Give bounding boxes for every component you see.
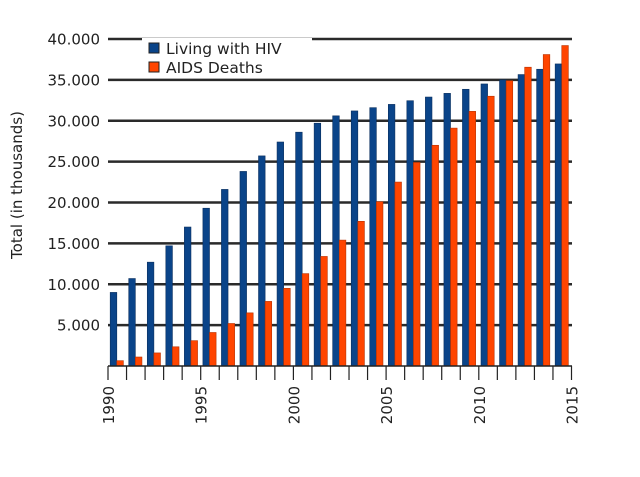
bar-aids-deaths-2000 xyxy=(301,273,310,367)
bar-aids-deaths-1996 xyxy=(227,323,235,367)
bar-aids-deaths-2002 xyxy=(338,239,347,367)
bar-aids-deaths-1994 xyxy=(190,340,198,367)
bar-aids-deaths-1997 xyxy=(246,312,254,367)
legend-swatch-aids-deaths xyxy=(148,61,160,73)
y-tick-label: 5.000 xyxy=(57,317,100,335)
y-tick-label: 35.000 xyxy=(48,71,101,89)
legend-background xyxy=(142,38,312,76)
bar-aids-deaths-2007 xyxy=(431,144,439,367)
y-tick-label: 10.000 xyxy=(48,276,101,294)
bar-living-with-hiv-1993 xyxy=(165,245,173,367)
bar-living-with-hiv-2006 xyxy=(406,100,414,367)
bar-living-with-hiv-1991 xyxy=(128,278,136,367)
bar-aids-deaths-2003 xyxy=(357,221,365,367)
bar-aids-deaths-2001 xyxy=(320,256,328,367)
bar-living-with-hiv-1995 xyxy=(202,207,210,367)
legend-swatch-living-with-hiv xyxy=(148,42,160,54)
x-tick-label: 1990 xyxy=(100,386,118,424)
bar-living-with-hiv-2009 xyxy=(462,88,470,367)
bar-aids-deaths-2004 xyxy=(376,201,384,367)
bar-living-with-hiv-1997 xyxy=(239,171,247,367)
bar-aids-deaths-1992 xyxy=(153,352,161,367)
bar-living-with-hiv-2005 xyxy=(387,104,396,367)
bar-aids-deaths-1999 xyxy=(283,288,291,367)
y-tick-label: 20.000 xyxy=(48,194,101,212)
bar-living-with-hiv-1992 xyxy=(146,261,155,367)
y-tick-label: 15.000 xyxy=(48,235,101,253)
x-tick-label: 2015 xyxy=(564,386,582,424)
bar-living-with-hiv-2013 xyxy=(536,68,544,367)
y-tick-label: 40.000 xyxy=(48,31,101,49)
bar-living-with-hiv-1990 xyxy=(109,292,118,367)
legend-label-living-with-hiv: Living with HIV xyxy=(166,40,282,58)
y-axis-title: Total (in thousands) xyxy=(8,111,26,260)
bar-living-with-hiv-2012 xyxy=(517,74,525,367)
bar-aids-deaths-2012 xyxy=(524,66,532,367)
bar-aids-deaths-2014 xyxy=(561,45,569,367)
bar-living-with-hiv-1994 xyxy=(184,226,192,367)
bar-living-with-hiv-1999 xyxy=(276,141,284,367)
bar-aids-deaths-2013 xyxy=(542,54,551,367)
bar-living-with-hiv-2001 xyxy=(313,122,322,367)
bar-aids-deaths-2010 xyxy=(487,95,495,367)
bar-living-with-hiv-2002 xyxy=(332,115,340,367)
y-tick-label: 30.000 xyxy=(48,112,101,130)
x-tick-label: 2005 xyxy=(378,386,396,424)
bar-aids-deaths-2005 xyxy=(394,181,402,367)
bar-living-with-hiv-2000 xyxy=(295,131,303,367)
bar-aids-deaths-2008 xyxy=(450,127,458,367)
x-tick-label: 1995 xyxy=(193,386,211,424)
x-tick-label: 2010 xyxy=(471,386,489,424)
legend-label-aids-deaths: AIDS Deaths xyxy=(166,59,263,77)
bar-living-with-hiv-2003 xyxy=(350,110,359,367)
bar-living-with-hiv-1996 xyxy=(221,189,229,367)
bar-aids-deaths-1998 xyxy=(264,301,273,367)
y-tick-label: 25.000 xyxy=(48,153,101,171)
bar-aids-deaths-2006 xyxy=(413,162,421,367)
bar-aids-deaths-1990 xyxy=(116,360,124,367)
bar-living-with-hiv-2004 xyxy=(369,107,377,367)
x-tick-label: 2000 xyxy=(285,386,303,424)
x-axis xyxy=(107,365,573,380)
bar-living-with-hiv-2007 xyxy=(425,96,433,367)
x-axis-tick-labels: 1990 1995 2000 2005 2010 2015 xyxy=(100,386,582,424)
bar-aids-deaths-2011 xyxy=(505,80,514,367)
bar-living-with-hiv-2010 xyxy=(480,83,488,367)
bars xyxy=(109,45,569,367)
bar-aids-deaths-2009 xyxy=(468,111,476,367)
y-axis-tick-labels: 5.000 10.000 15.000 20.000 25.000 30.000 35.00… xyxy=(48,31,101,335)
bar-living-with-hiv-2008 xyxy=(443,93,451,367)
legend: Living with HIV AIDS Deaths xyxy=(142,38,312,77)
bar-living-with-hiv-1998 xyxy=(258,155,266,367)
bar-living-with-hiv-2014 xyxy=(554,63,563,367)
bar-aids-deaths-1995 xyxy=(209,332,217,367)
bar-living-with-hiv-2011 xyxy=(499,79,507,367)
bar-aids-deaths-1991 xyxy=(135,356,143,367)
bar-aids-deaths-1993 xyxy=(172,346,180,367)
